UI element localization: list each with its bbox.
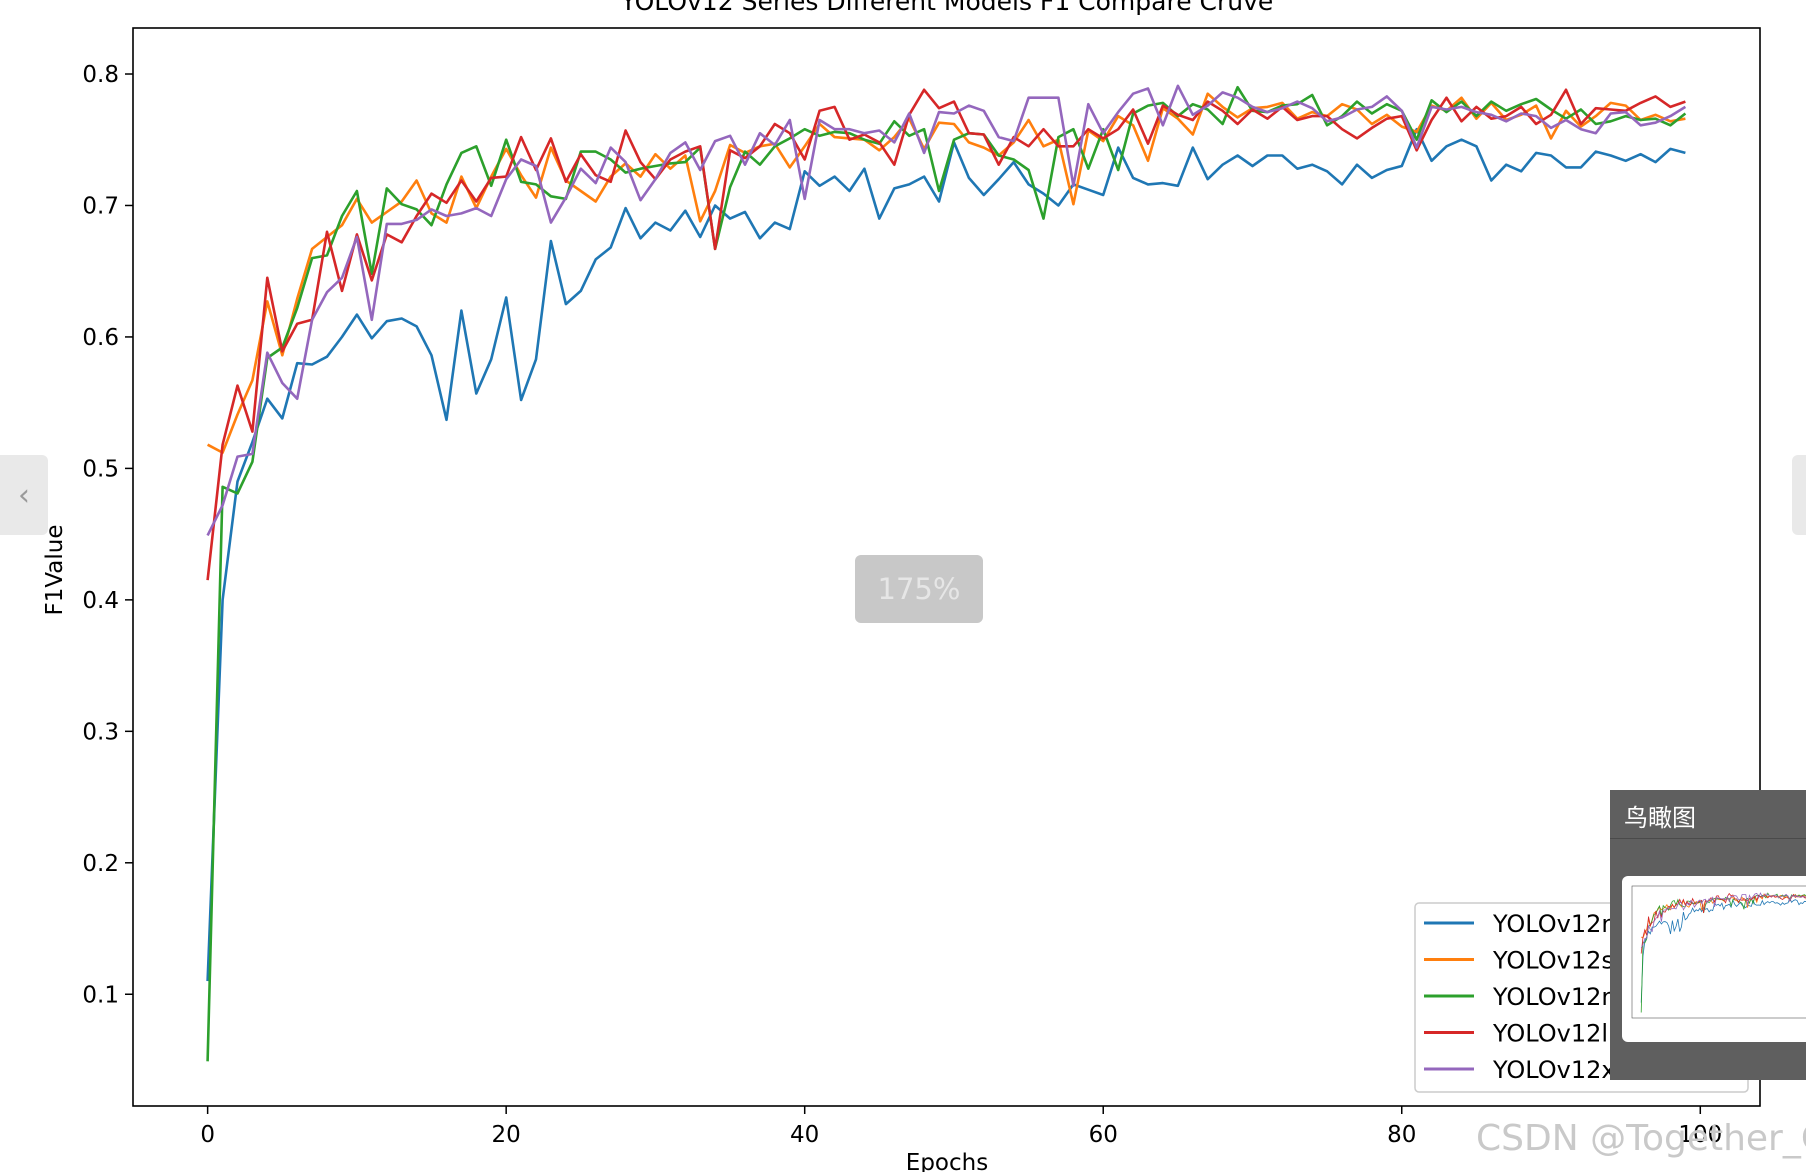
y-tick-label: 0.3 <box>82 719 119 745</box>
next-image-button[interactable] <box>1792 455 1806 535</box>
y-axis-label: F1Value <box>42 524 68 615</box>
y-tick-label: 0.7 <box>82 193 119 219</box>
thumb-series-line-2 <box>1641 893 1806 939</box>
x-axis-label: Epochs <box>906 1150 988 1172</box>
zoom-level-badge: 175% <box>855 555 983 623</box>
y-axis: 0.1 0.2 0.3 0.4 0.5 0.6 0.7 0.8 <box>82 62 133 1008</box>
overview-thumbnail[interactable] <box>1622 876 1806 1042</box>
plot-area-frame <box>132 27 1761 1107</box>
series-line-2 <box>206 92 1686 454</box>
overview-panel[interactable]: 鸟瞰图 <box>1610 790 1806 1080</box>
overview-divider <box>1610 838 1806 839</box>
x-tick-label: 100 <box>1678 1122 1722 1148</box>
chart-title: YOLOv12 Series Different Models F1 Compa… <box>620 0 1274 16</box>
x-axis: 0 20 40 60 80 100 <box>200 1106 1722 1148</box>
x-tick-label: 80 <box>1387 1122 1416 1148</box>
y-tick-label: 0.5 <box>82 456 119 482</box>
x-tick-label: 0 <box>200 1122 215 1148</box>
overview-title: 鸟瞰图 <box>1624 804 1696 832</box>
zoom-level-text: 175% <box>877 572 961 606</box>
thumb-series-line-4 <box>1640 892 1806 954</box>
thumb-series-line-5 <box>1640 892 1806 949</box>
x-tick-label: 60 <box>1089 1122 1118 1148</box>
y-tick-label: 0.6 <box>82 325 119 351</box>
y-tick-label: 0.2 <box>82 851 119 877</box>
series-lines <box>206 84 1687 1062</box>
previous-image-button[interactable]: ‹ <box>0 455 48 535</box>
x-tick-label: 20 <box>492 1122 521 1148</box>
x-tick-label: 40 <box>790 1122 819 1148</box>
thumb-series-line-1 <box>1640 897 1806 1003</box>
y-tick-label: 0.4 <box>82 588 119 614</box>
thumb-frame <box>1631 885 1806 1019</box>
watermark: CSDN @Together_CZ <box>1476 1118 1806 1159</box>
chevron-left-icon: ‹ <box>18 477 30 513</box>
overview-thumbnail-chart <box>1631 885 1806 1019</box>
series-line-3 <box>206 85 1687 1062</box>
series-line-1 <box>206 127 1686 982</box>
y-tick-label: 0.1 <box>82 982 119 1008</box>
series-line-5 <box>206 84 1687 536</box>
y-tick-label: 0.8 <box>82 62 119 88</box>
